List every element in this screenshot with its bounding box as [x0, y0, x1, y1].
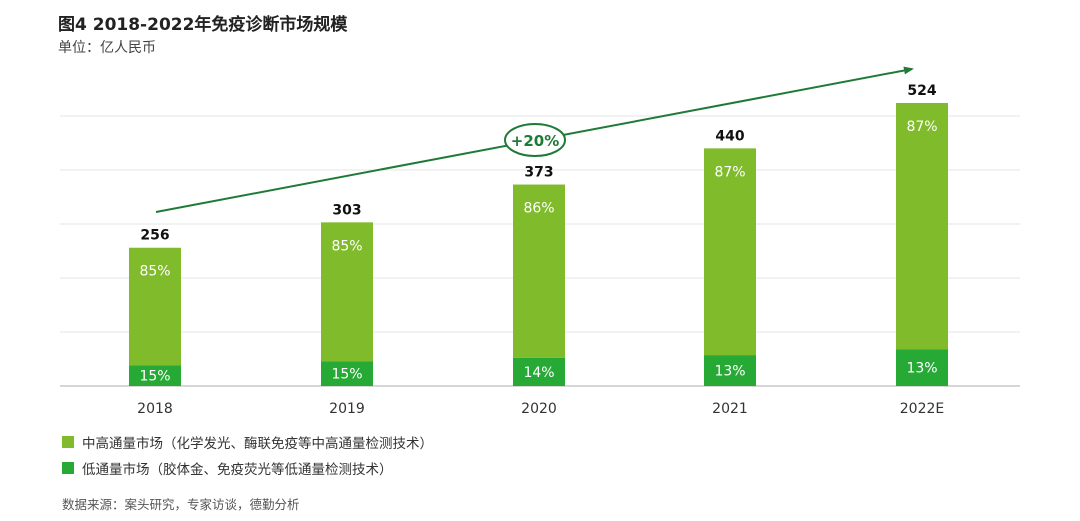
data-label-high-2019: 85% — [331, 238, 362, 254]
legend-swatch-high — [62, 436, 74, 448]
bar-segment-low-2021 — [704, 355, 756, 386]
x-tick-label-2018: 2018 — [137, 401, 173, 417]
growth-annotation-label: +20% — [511, 132, 559, 150]
unit-label: 单位：亿人民币 — [58, 40, 156, 56]
chart-title: 图4 2018-2022年免疫诊断市场规模 — [58, 15, 348, 35]
total-label-2020: 373 — [524, 165, 553, 181]
growth-annotation-ellipse — [504, 123, 566, 157]
legend-label-low: 低通量市场（胶体金、免疫荧光等低通量检测技术） — [82, 462, 393, 478]
data-label-high-2020: 86% — [523, 201, 554, 217]
bar-segment-high-2022E — [896, 103, 948, 350]
legend-item-high: 中高通量市场（化学发光、酶联免疫等中高通量检测技术） — [62, 432, 433, 452]
legend-swatch-low — [62, 462, 74, 474]
bar-segment-high-2021 — [704, 148, 756, 356]
data-label-low-2019: 15% — [331, 367, 362, 383]
total-label-2019: 303 — [332, 202, 361, 218]
data-label-low-2020: 14% — [523, 365, 554, 381]
bar-segment-high-2020 — [513, 184, 565, 358]
data-label-high-2021: 87% — [714, 164, 745, 180]
x-tick-label-2021: 2021 — [712, 401, 748, 417]
bar-segment-low-2018 — [129, 365, 181, 386]
legend-label-high: 中高通量市场（化学发光、酶联免疫等中高通量检测技术） — [82, 436, 433, 452]
x-tick-label-2020: 2020 — [521, 401, 557, 417]
x-tick-label-2022E: 2022E — [900, 401, 944, 417]
x-tick-label-2019: 2019 — [329, 401, 365, 417]
total-label-2021: 440 — [715, 128, 744, 144]
legend-item-low: 低通量市场（胶体金、免疫荧光等低通量检测技术） — [62, 458, 393, 478]
bar-segment-high-2019 — [321, 222, 373, 362]
data-label-high-2022E: 87% — [906, 119, 937, 135]
data-label-low-2021: 13% — [714, 364, 745, 380]
data-label-low-2018: 15% — [139, 369, 170, 385]
bar-segment-low-2022E — [896, 349, 948, 386]
data-label-high-2018: 85% — [139, 264, 170, 280]
bar-segment-high-2018 — [129, 247, 181, 366]
total-label-2018: 256 — [140, 228, 169, 244]
bar-segment-low-2020 — [513, 357, 565, 386]
bar-segment-low-2019 — [321, 361, 373, 386]
total-label-2022E: 524 — [907, 83, 936, 99]
data-label-low-2022E: 13% — [906, 361, 937, 377]
source-note: 数据来源：案头研究，专家访谈，德勤分析 — [62, 497, 300, 512]
